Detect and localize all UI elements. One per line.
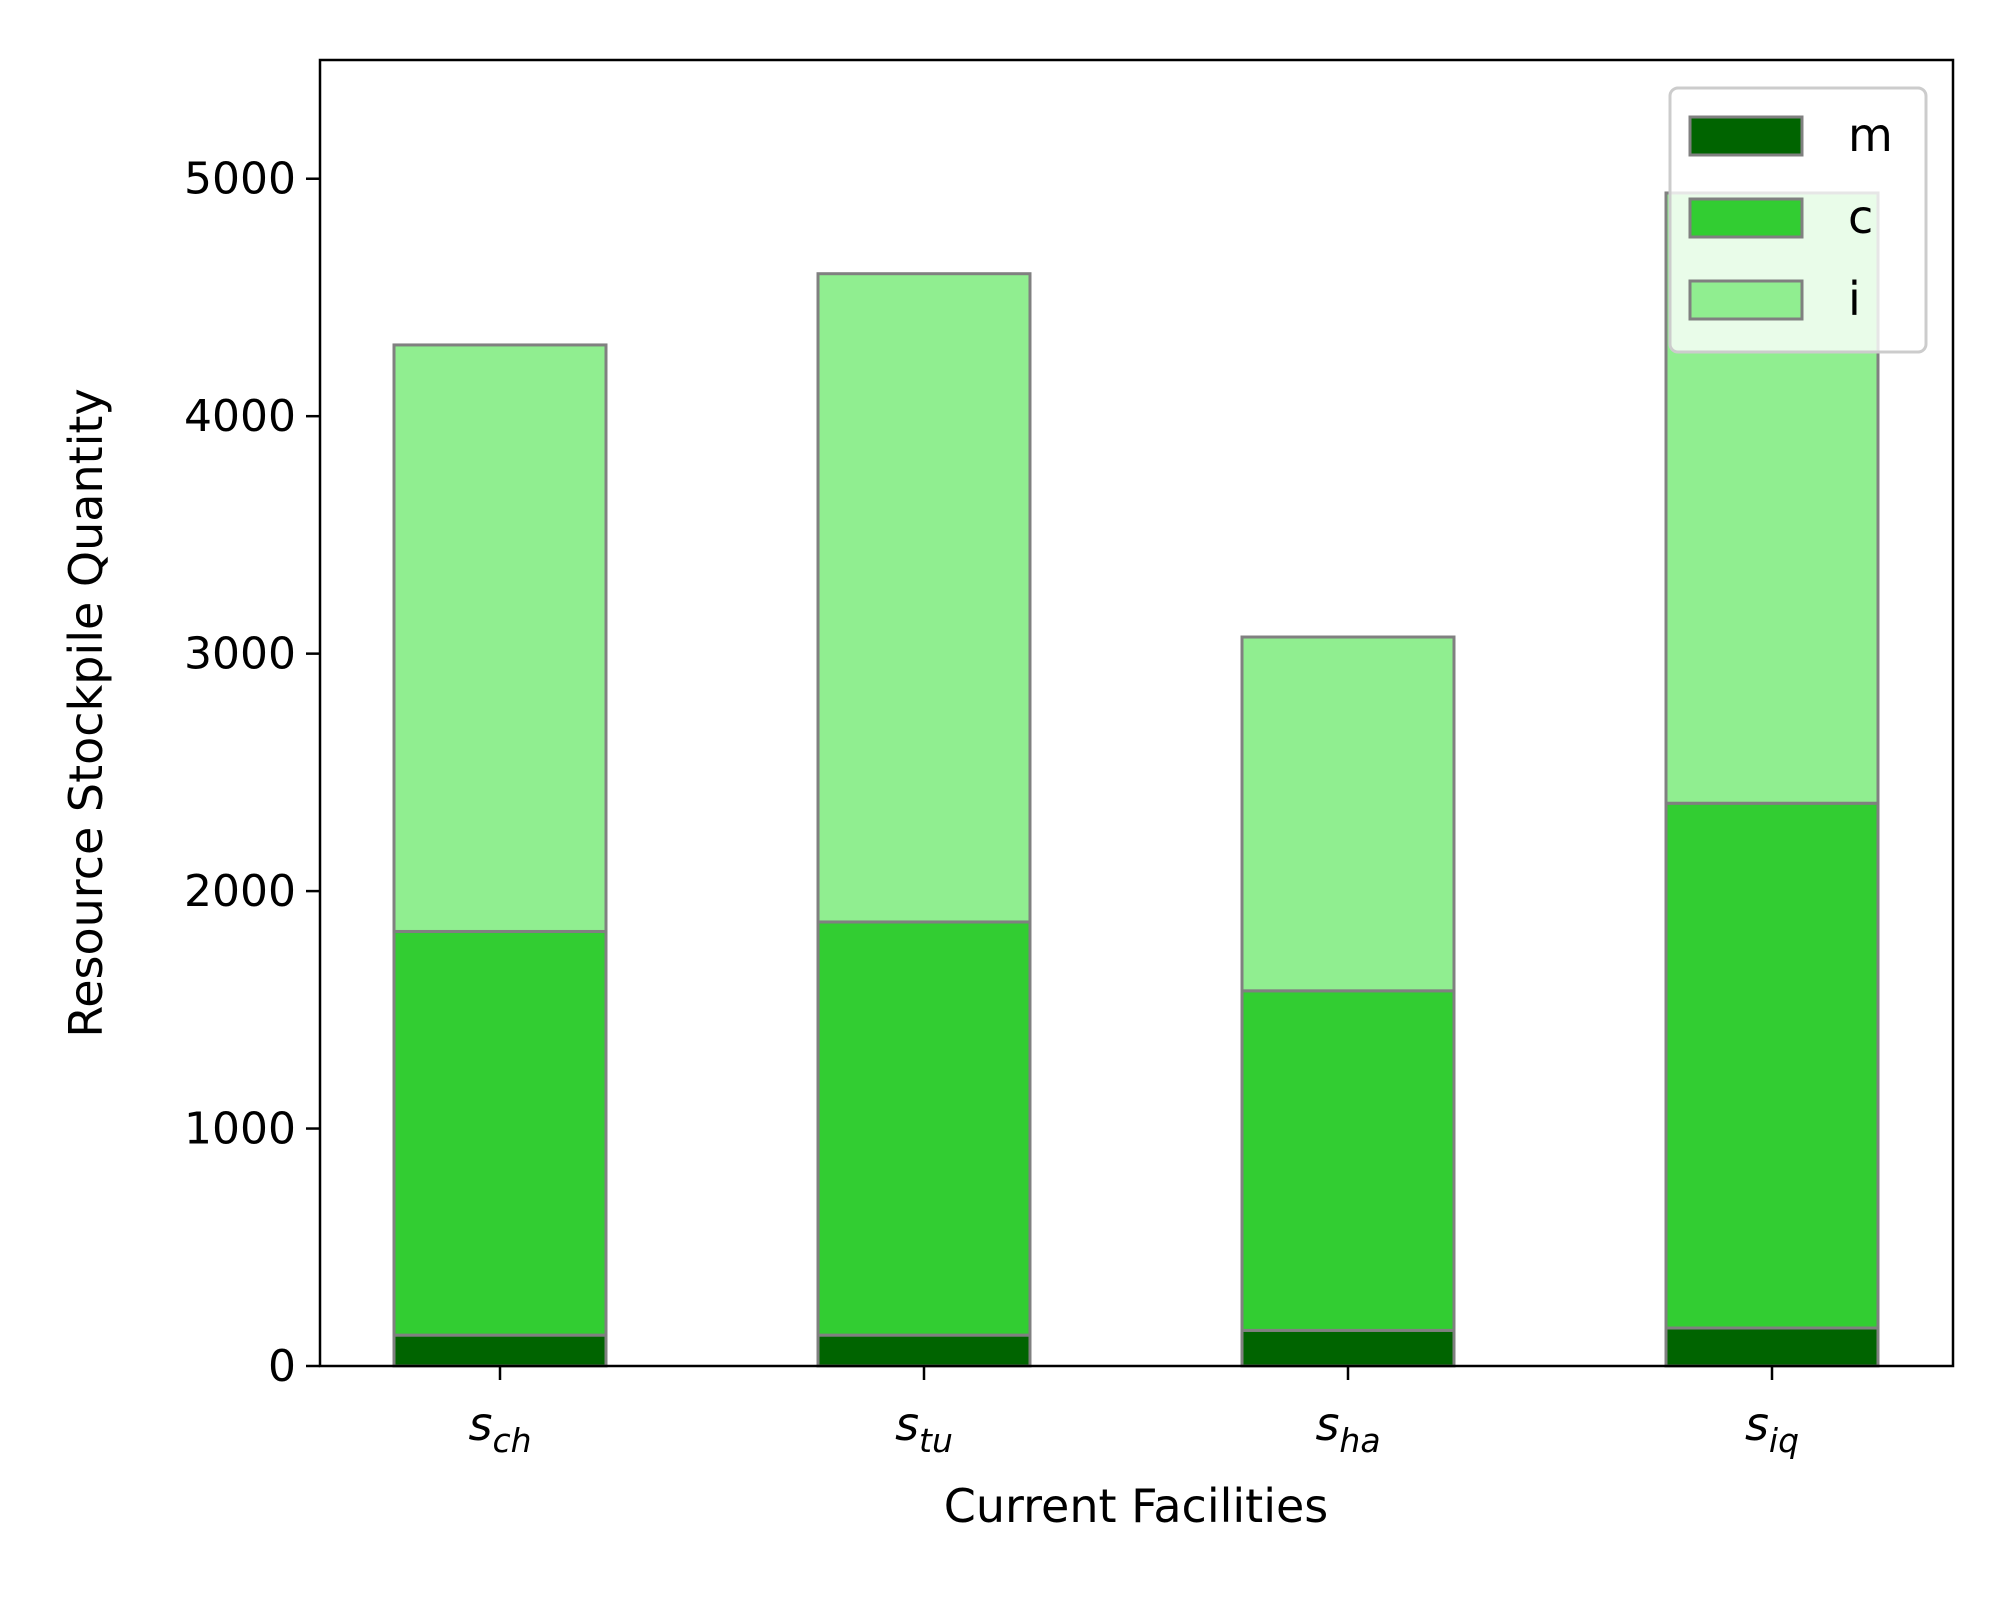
- bar-c-ch: [392, 929, 608, 1337]
- y-tick-label: 1000: [184, 1104, 296, 1155]
- legend-label-i: i: [1848, 272, 1861, 326]
- bar-i-tu: [816, 272, 1032, 924]
- y-tick-label: 2000: [184, 866, 296, 917]
- bar-i-ha: [1240, 635, 1456, 993]
- y-axis: 0 1000 2000 3000 4000 5000: [184, 154, 320, 1392]
- bars-group: [392, 191, 1880, 1368]
- x-tick-label-iq: siq: [1745, 1397, 1799, 1460]
- legend-swatch-m: [1688, 115, 1804, 157]
- x-tick-label-tu: stu: [895, 1397, 953, 1460]
- bar-c-tu: [816, 920, 1032, 1337]
- y-axis-label: Resource Stockpile Quantity: [59, 388, 113, 1037]
- bar-m-ch: [392, 1333, 608, 1368]
- x-axis-label: Current Facilities: [944, 1479, 1329, 1533]
- legend-swatch-i: [1688, 279, 1804, 321]
- y-tick-label: 0: [268, 1341, 296, 1392]
- x-tick-label-ch: sch: [468, 1397, 531, 1460]
- y-tick-label: 3000: [184, 629, 296, 680]
- bar-c-iq: [1664, 801, 1880, 1330]
- bar-i-ch: [392, 343, 608, 933]
- y-tick-label: 5000: [184, 154, 296, 205]
- legend: mci: [1668, 86, 1928, 354]
- legend-label-c: c: [1848, 190, 1873, 244]
- plot-frame: [318, 58, 1955, 1368]
- bar-c-ha: [1240, 989, 1456, 1332]
- x-axis: sch stu sha siq: [468, 1366, 1799, 1460]
- bar-m-ha: [1240, 1328, 1456, 1368]
- legend-swatch-c: [1688, 197, 1804, 239]
- x-tick-label-ha: sha: [1315, 1397, 1380, 1460]
- y-tick-label: 4000: [184, 391, 296, 442]
- bar-m-iq: [1664, 1326, 1880, 1368]
- bar-m-tu: [816, 1333, 1032, 1368]
- legend-label-m: m: [1848, 108, 1893, 162]
